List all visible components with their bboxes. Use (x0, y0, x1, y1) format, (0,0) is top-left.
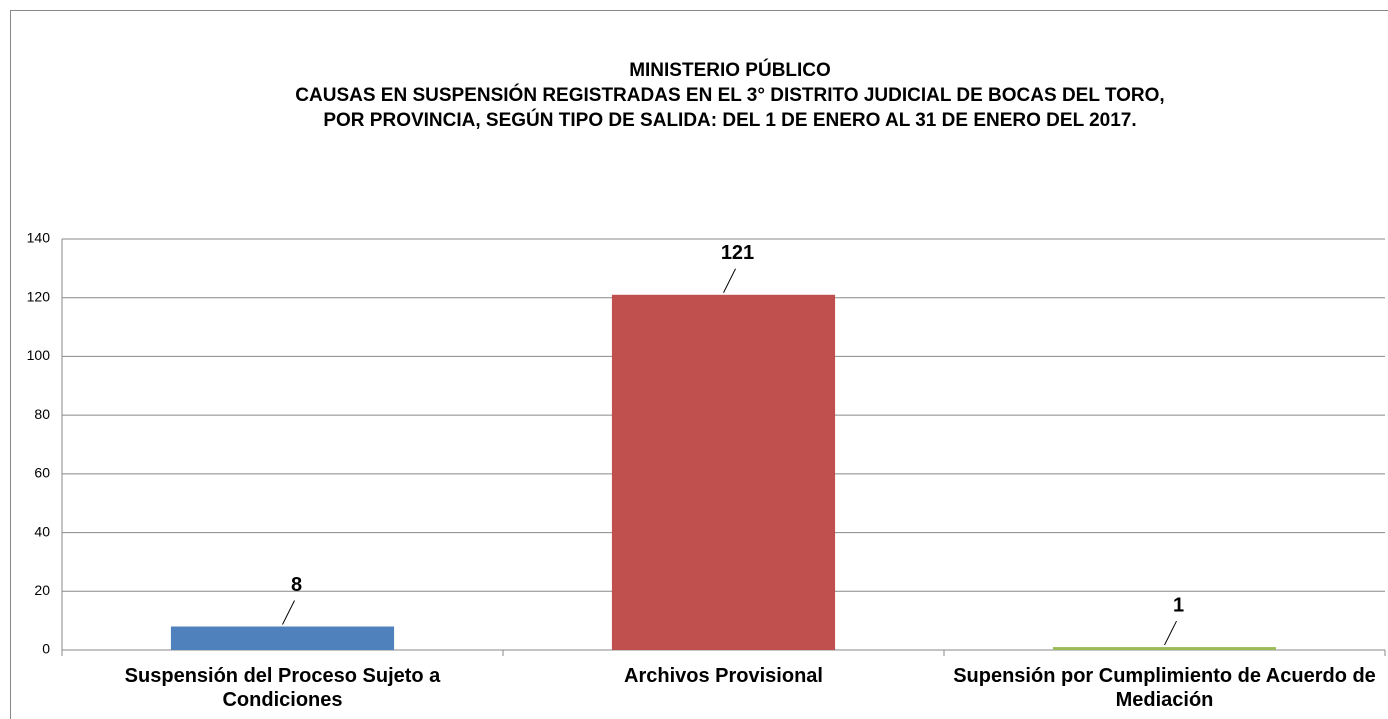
chart-title: CAUSAS EN SUSPENSIÓN REGISTRADAS EN EL 3… (295, 84, 1164, 106)
y-tick-label: 20 (34, 582, 50, 598)
x-tick-label: Supensión por Cumplimiento de Acuerdo de… (953, 665, 1376, 711)
data-label: 121 (721, 242, 754, 264)
leader-line (282, 600, 295, 625)
y-tick-label: 120 (27, 288, 51, 304)
leader-line (1164, 620, 1177, 646)
y-tick-label: 100 (27, 347, 51, 363)
chart-border (10, 10, 1388, 719)
y-tick-label: 0 (42, 641, 50, 657)
y-tick-label: 60 (34, 465, 50, 481)
y-tick-label: 80 (34, 406, 50, 422)
y-tick-label: 140 (27, 230, 51, 246)
bar (170, 626, 395, 650)
data-label: 1 (1173, 594, 1184, 616)
chart-title: POR PROVINCIA, SEGÚN TIPO DE SALIDA: DEL… (323, 109, 1136, 131)
leader-line (723, 268, 736, 294)
bar (611, 294, 836, 650)
x-tick-label: Archivos Provisional (624, 665, 823, 687)
x-tick-label: Suspensión del Proceso Sujeto a Condicio… (124, 665, 441, 711)
y-tick-label: 40 (34, 523, 50, 539)
chart-title: MINISTERIO PÚBLICO (629, 59, 831, 81)
bar (1052, 647, 1277, 650)
data-label: 8 (291, 574, 302, 596)
